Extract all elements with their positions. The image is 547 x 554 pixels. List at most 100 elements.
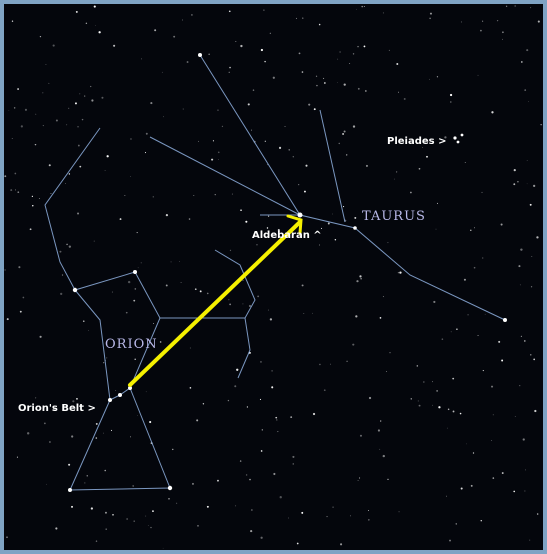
star xyxy=(387,242,389,244)
star xyxy=(19,310,22,313)
star xyxy=(8,110,10,111)
star xyxy=(4,175,7,178)
star xyxy=(104,469,106,472)
star xyxy=(526,49,529,52)
star xyxy=(214,194,216,196)
star xyxy=(470,229,472,231)
star xyxy=(349,62,351,64)
star xyxy=(513,183,516,186)
star xyxy=(191,14,193,16)
star xyxy=(455,523,457,525)
star xyxy=(429,78,430,80)
star xyxy=(296,542,299,545)
star xyxy=(145,515,147,517)
star xyxy=(276,419,278,421)
star xyxy=(318,23,321,26)
star xyxy=(426,155,428,158)
orion-shield-line xyxy=(160,249,256,319)
star xyxy=(416,365,419,367)
orion-line xyxy=(74,289,111,401)
star xyxy=(197,525,199,527)
star xyxy=(68,488,72,492)
star xyxy=(429,17,431,20)
star xyxy=(288,517,289,519)
star xyxy=(168,497,170,500)
star xyxy=(368,519,370,521)
star xyxy=(84,95,86,97)
star xyxy=(167,485,173,491)
star xyxy=(18,266,21,269)
star xyxy=(520,335,523,338)
star xyxy=(127,280,131,284)
star xyxy=(74,102,77,105)
star xyxy=(524,490,526,492)
star xyxy=(256,244,258,246)
star xyxy=(484,313,486,315)
star xyxy=(467,314,469,316)
star xyxy=(312,412,316,416)
star xyxy=(34,143,37,146)
star xyxy=(136,232,138,234)
star xyxy=(189,347,191,349)
star xyxy=(345,154,348,156)
star xyxy=(477,335,479,336)
star xyxy=(144,152,147,154)
star xyxy=(267,215,270,217)
star xyxy=(229,66,231,69)
star xyxy=(128,386,132,390)
star xyxy=(514,5,516,7)
star xyxy=(352,343,355,346)
star xyxy=(527,101,529,103)
arrow-head xyxy=(286,214,303,235)
star xyxy=(513,490,516,493)
star xyxy=(228,299,230,301)
star xyxy=(95,540,98,542)
star xyxy=(315,75,318,77)
star xyxy=(52,44,55,47)
star xyxy=(332,506,334,508)
star xyxy=(60,292,63,295)
star xyxy=(356,8,357,10)
star xyxy=(305,164,308,167)
star xyxy=(524,89,527,91)
star xyxy=(502,31,504,34)
star xyxy=(505,5,508,7)
star xyxy=(248,304,252,308)
star xyxy=(343,206,345,208)
star xyxy=(212,140,215,142)
orion-line xyxy=(69,387,171,491)
star xyxy=(326,516,328,518)
star xyxy=(79,165,82,168)
star xyxy=(249,478,251,481)
star xyxy=(319,244,320,246)
star xyxy=(338,142,340,145)
star xyxy=(481,191,483,193)
star xyxy=(297,212,303,218)
star xyxy=(250,529,253,533)
star xyxy=(503,318,507,322)
star xyxy=(303,313,305,314)
star xyxy=(10,189,13,192)
star xyxy=(536,236,539,239)
star xyxy=(52,408,55,410)
star xyxy=(145,132,148,135)
star xyxy=(337,58,339,60)
star xyxy=(118,393,122,397)
star xyxy=(531,255,533,257)
star xyxy=(308,103,311,106)
star xyxy=(106,357,108,359)
star xyxy=(327,222,330,225)
star xyxy=(441,338,444,340)
star xyxy=(368,510,369,512)
star xyxy=(275,416,278,419)
star xyxy=(379,448,381,450)
star xyxy=(272,76,275,79)
star xyxy=(147,524,149,526)
star xyxy=(35,397,37,399)
star xyxy=(323,82,326,84)
star xyxy=(88,330,89,331)
star xyxy=(217,151,220,154)
star xyxy=(4,269,6,271)
star xyxy=(229,249,232,252)
star xyxy=(264,60,266,63)
